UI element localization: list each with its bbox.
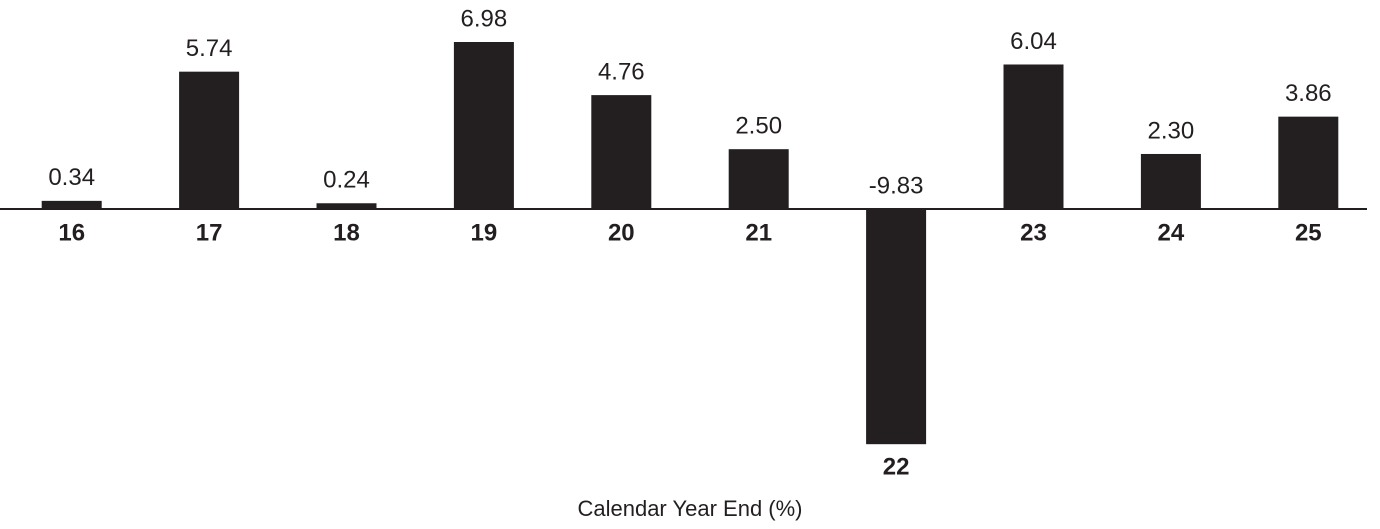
x-axis-label: Calendar Year End (%) xyxy=(577,496,802,521)
x-tick-label: 16 xyxy=(58,219,85,246)
x-tick-label: 17 xyxy=(196,219,223,246)
bar xyxy=(1278,116,1339,209)
x-tick-label: 19 xyxy=(471,219,498,246)
value-label: 3.86 xyxy=(1285,80,1332,107)
value-label: -9.83 xyxy=(869,172,924,199)
x-tick-label: 23 xyxy=(1020,219,1047,246)
bar xyxy=(728,149,789,209)
x-tick-label: 25 xyxy=(1295,219,1322,246)
value-label: 5.74 xyxy=(186,35,233,62)
bar xyxy=(1003,64,1064,209)
bar xyxy=(179,71,240,209)
x-tick-label: 22 xyxy=(883,454,910,481)
x-tick-label: 24 xyxy=(1158,219,1185,246)
value-label: 0.34 xyxy=(48,164,95,191)
value-label: 2.30 xyxy=(1148,117,1195,144)
x-tick-label: 18 xyxy=(333,219,360,246)
value-label: 0.24 xyxy=(323,167,370,194)
bar xyxy=(316,203,377,209)
value-label: 2.50 xyxy=(735,113,782,140)
bar xyxy=(1140,153,1201,209)
x-tick-label: 21 xyxy=(745,219,772,246)
value-label: 4.76 xyxy=(598,58,645,85)
bar xyxy=(453,42,514,209)
bar xyxy=(866,209,927,445)
bar xyxy=(591,95,652,209)
bar xyxy=(41,200,102,209)
x-tick-label: 20 xyxy=(608,219,635,246)
value-label: 6.04 xyxy=(1010,28,1057,55)
value-label: 6.98 xyxy=(461,5,508,32)
